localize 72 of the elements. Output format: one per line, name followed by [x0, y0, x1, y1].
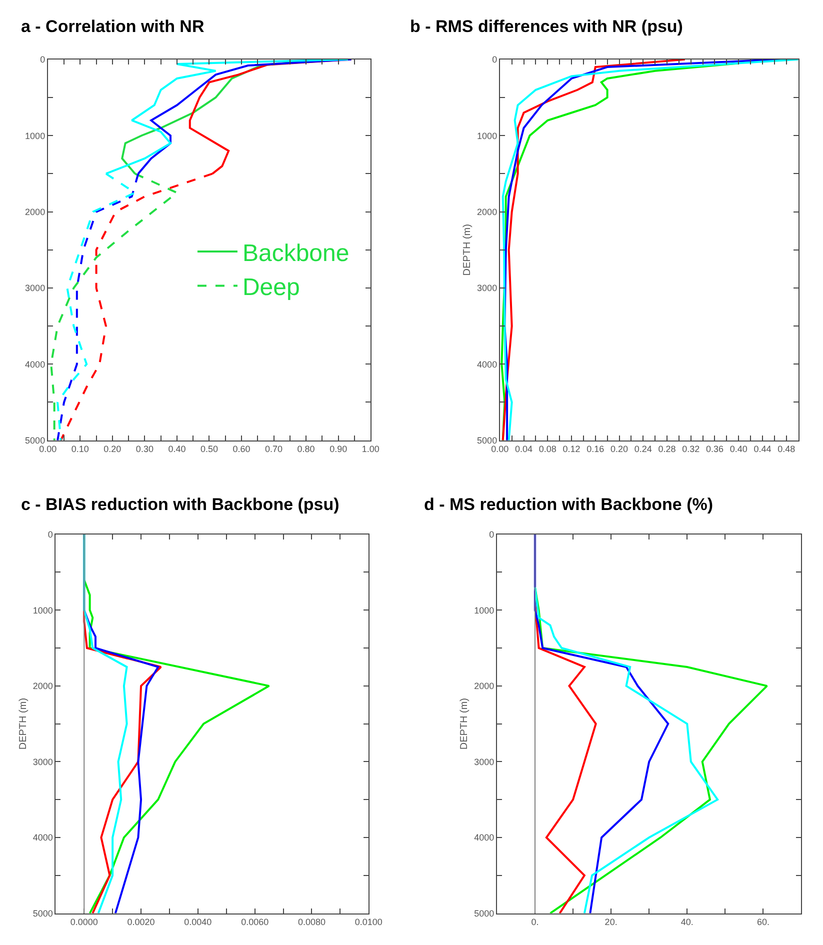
x-tick-label: 0.48 — [778, 444, 796, 454]
y-tick-label: 5000 — [25, 436, 46, 446]
legend-label: Deep — [242, 274, 300, 302]
x-tick-label: 0.50 — [200, 444, 218, 454]
y-tick-label: 3000 — [25, 283, 46, 294]
x-tick-label: 20. — [604, 917, 618, 928]
x-tick-label: 0.24 — [634, 444, 652, 454]
chart-title: a - Correlation with NR — [21, 17, 204, 36]
x-tick-label: 1.00 — [362, 444, 380, 454]
y-tick-label: 0 — [48, 529, 53, 540]
x-tick-label: 0.70 — [265, 444, 283, 454]
line-series — [534, 534, 670, 914]
y-tick-label: 4000 — [32, 832, 53, 843]
x-tick-label: 0.16 — [586, 444, 604, 454]
x-tick-label: 0.28 — [658, 444, 676, 454]
chart-title: b - RMS differences with NR (psu) — [410, 17, 683, 36]
x-tick-label: 0.12 — [562, 444, 580, 454]
chart-title: c - BIAS reduction with Backbone (psu) — [21, 495, 340, 514]
x-tick-label: 0.00 — [491, 444, 509, 454]
x-tick-label: 0.00 — [39, 444, 57, 454]
y-tick-label: 1000 — [32, 605, 53, 616]
x-tick-label: 0.0040 — [184, 917, 212, 928]
x-tick-label: 0.44 — [754, 444, 772, 454]
x-tick-label: 40. — [680, 917, 694, 928]
x-tick-label: 0.20 — [104, 444, 122, 454]
x-tick-label: 0.40 — [168, 444, 186, 454]
y-tick-label: 5000 — [474, 908, 494, 918]
y-tick-label: 0 — [489, 529, 494, 540]
y-tick-label: 0 — [40, 54, 46, 65]
x-tick-label: 0.32 — [682, 444, 700, 454]
x-tick-label: 0.40 — [730, 444, 748, 454]
y-tick-label: 5000 — [32, 908, 53, 918]
x-tick-label: 60. — [756, 917, 770, 928]
x-tick-label: 0.30 — [136, 444, 154, 454]
x-tick-label: 0.0100 — [354, 917, 382, 928]
x-tick-label: 0.80 — [297, 444, 315, 454]
y-tick-label: 2000 — [25, 206, 46, 217]
x-tick-label: 0.04 — [514, 444, 533, 454]
y-tick-label: 1000 — [477, 130, 498, 141]
y-tick-label: 2000 — [474, 681, 494, 692]
x-tick-label: 0.08 — [538, 444, 556, 454]
y-tick-label: 4000 — [477, 359, 498, 370]
y-tick-label: 1000 — [25, 130, 46, 141]
chart-title: d - MS reduction with Backbone (%) — [424, 495, 714, 514]
y-tick-label: 2000 — [32, 681, 53, 692]
x-tick-label: 0.60 — [232, 444, 250, 454]
x-tick-label: 0. — [531, 917, 539, 928]
y-tick-label: 4000 — [474, 832, 494, 843]
line-series — [534, 586, 768, 914]
y-tick-label: 4000 — [25, 359, 46, 370]
x-tick-label: 0.20 — [610, 444, 628, 454]
line-series — [83, 534, 128, 914]
x-tick-label: 0.36 — [706, 444, 724, 454]
x-tick-label: 0.0020 — [127, 917, 155, 928]
y-tick-label: 2000 — [477, 206, 498, 217]
y-axis-title: DEPTH (m) — [459, 698, 470, 750]
x-tick-label: 0.90 — [330, 444, 348, 454]
y-tick-label: 3000 — [32, 756, 53, 767]
y-tick-label: 3000 — [477, 283, 498, 294]
y-tick-label: 5000 — [477, 436, 498, 446]
y-axis-title: DEPTH (m) — [462, 224, 474, 276]
y-tick-label: 0 — [492, 54, 498, 65]
line-series — [534, 586, 719, 914]
y-tick-label: 3000 — [474, 756, 494, 767]
legend-label: Backbone — [242, 240, 350, 267]
y-axis-title: DEPTH (m) — [18, 698, 29, 750]
x-tick-label: 0.10 — [71, 444, 89, 454]
line-series — [502, 59, 686, 440]
x-tick-label: 0.0060 — [241, 917, 269, 928]
y-tick-label: 1000 — [474, 605, 494, 616]
x-tick-label: 0.0000 — [70, 917, 98, 928]
x-tick-label: 0.0080 — [298, 917, 326, 928]
